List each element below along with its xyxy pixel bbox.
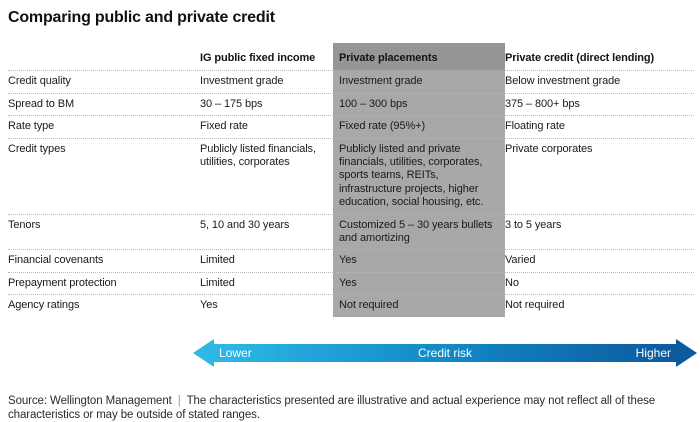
arrow-label-lower: Lower: [219, 345, 252, 360]
credit-risk-arrow: Lower Credit risk Higher: [193, 338, 697, 367]
cell-private-credit: Below investment grade: [505, 70, 694, 94]
cell-private-credit: 375 – 800+ bps: [505, 93, 694, 117]
column-header-private-credit: Private credit (direct lending): [505, 43, 694, 72]
cell-private-placements: Fixed rate (95%+): [333, 115, 505, 139]
table-row: Credit quality Investment grade Investme…: [8, 70, 694, 94]
cell-private-placements: Customized 5 – 30 years bullets and amor…: [333, 214, 505, 251]
row-label: Spread to BM: [8, 93, 200, 117]
page-title: Comparing public and private credit: [8, 9, 275, 26]
cell-private-placements: Publicly listed and private financials, …: [333, 138, 505, 215]
column-header-ig-public: IG public fixed income: [200, 43, 333, 72]
cell-private-credit: 3 to 5 years: [505, 214, 694, 251]
cell-ig-public: Limited: [200, 249, 333, 273]
row-label: Agency ratings: [8, 299, 80, 312]
cell-private-credit: Not required: [505, 299, 565, 312]
credit-risk-gradient-bar: Lower Credit risk Higher: [213, 343, 677, 362]
cell-private-placements: Yes: [333, 272, 505, 296]
cell-ig-public: Fixed rate: [200, 115, 333, 139]
row-label: Rate type: [8, 115, 200, 139]
table-row: Spread to BM 30 – 175 bps 100 – 300 bps …: [8, 93, 694, 117]
table-row: Credit types Publicly listed financials,…: [8, 138, 694, 215]
footer-note: Source: Wellington Management | The charac…: [8, 394, 696, 422]
cell-private-credit: No: [505, 272, 694, 296]
arrow-label-higher: Higher: [635, 345, 671, 360]
cell-private-credit: Floating rate: [505, 115, 694, 139]
row-label: Prepayment protection: [8, 272, 200, 296]
row-label: Credit types: [8, 138, 200, 215]
column-header-private-placements: Private placements: [333, 43, 505, 72]
cell-private-placements: Not required: [333, 294, 505, 317]
cell-ig-public: Investment grade: [200, 70, 333, 94]
row-label: Credit quality: [8, 70, 200, 94]
table-row: Tenors 5, 10 and 30 years Customized 5 –…: [8, 214, 694, 251]
cell-ig-public: 30 – 175 bps: [200, 93, 333, 117]
row-label: Financial covenants: [8, 249, 200, 273]
cell-ig-public: Publicly listed financials, utilities, c…: [200, 138, 333, 215]
table-row: Financial covenants Limited Yes Varied: [8, 249, 694, 273]
comparison-table: IG public fixed income Private placement…: [8, 43, 694, 317]
row-label: Tenors: [8, 214, 200, 251]
arrow-right-head-icon: [676, 338, 697, 367]
cell-ig-public: Limited: [200, 272, 333, 296]
cell-private-credit: Private corporates: [505, 138, 694, 215]
table-row: Agency ratings Yes Not required Not requ…: [8, 294, 694, 317]
cell-private-placements: Investment grade: [333, 70, 505, 94]
cell-ig-public: 5, 10 and 30 years: [200, 214, 333, 251]
cell-private-credit: Varied: [505, 249, 694, 273]
arrow-label-credit-risk: Credit risk: [417, 345, 473, 360]
table-row: Rate type Fixed rate Fixed rate (95%+) F…: [8, 115, 694, 139]
table-row: Prepayment protection Limited Yes No: [8, 272, 694, 296]
cell-private-placements: Yes: [333, 249, 505, 273]
table-header-row: IG public fixed income Private placement…: [8, 43, 694, 72]
footer-separator: |: [177, 394, 181, 407]
cell-ig-public: Yes: [200, 299, 218, 312]
source-text: Source: Wellington Management: [8, 394, 172, 407]
column-header-blank: [8, 43, 200, 72]
cell-private-placements: 100 – 300 bps: [333, 93, 505, 117]
arrow-left-head-icon: [193, 338, 214, 367]
